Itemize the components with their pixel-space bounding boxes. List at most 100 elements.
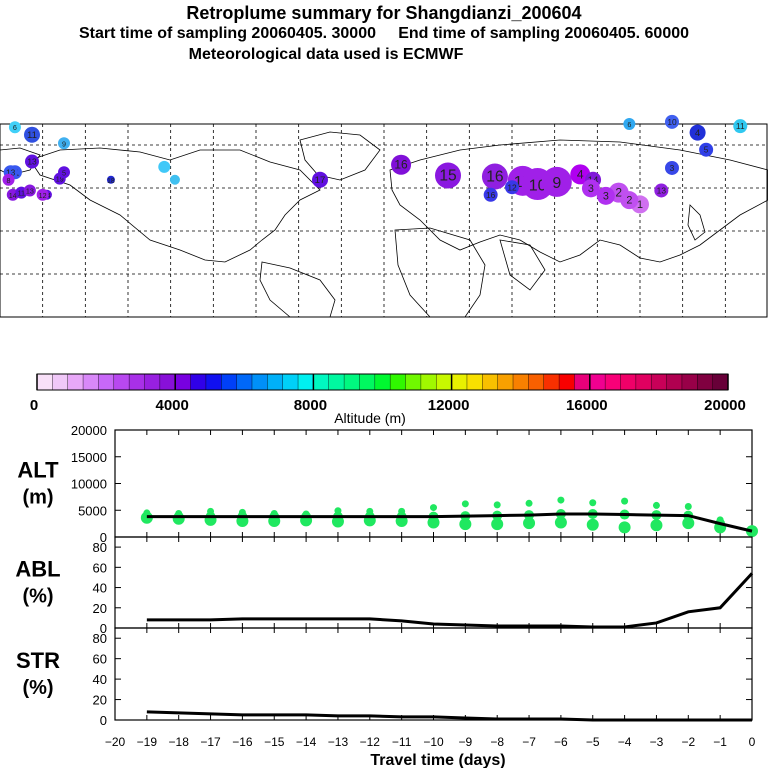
abl-frame — [114, 536, 753, 629]
plume-marker — [58, 166, 70, 179]
plume-marker-label: 2 — [626, 195, 632, 207]
plume-marker-label: 11 — [18, 189, 25, 198]
colorbar-swatch — [344, 374, 360, 390]
y-axis-label: ALT — [17, 458, 59, 483]
alt-point — [684, 503, 692, 511]
colorbar-swatch — [236, 374, 253, 390]
colorbar-swatch — [559, 374, 575, 390]
x-tick-label: −10 — [423, 735, 444, 749]
plume-marker — [581, 179, 600, 198]
colorbar-tick-label: 8000 — [294, 397, 327, 414]
colorbar-swatch — [221, 374, 238, 390]
world-map: 1319111418161715161510941432312131216610… — [0, 114, 768, 318]
x-tick-label: −5 — [586, 735, 600, 749]
colorbar-swatch — [267, 374, 284, 390]
plume-marker — [620, 191, 639, 210]
coastline — [259, 261, 336, 318]
colorbar-swatch — [405, 374, 422, 390]
str-line — [146, 710, 752, 722]
colorbar-swatch — [666, 374, 683, 390]
coastline — [0, 147, 41, 176]
colorbar-swatch — [374, 374, 391, 390]
plume-marker — [24, 126, 40, 143]
colorbar-swatch — [52, 374, 69, 390]
str-frame — [114, 627, 753, 721]
alt-median-line — [146, 512, 753, 533]
x-axis-label: Travel time (days) — [370, 752, 505, 768]
plume-marker-label: 13 — [6, 167, 16, 177]
plume-marker — [169, 174, 180, 185]
colorbar-swatch — [574, 374, 591, 390]
x-tick-label: −4 — [618, 735, 632, 749]
plume-marker-label: 13 — [657, 185, 667, 195]
alt-point — [459, 518, 472, 531]
colorbar-swatch — [98, 374, 115, 390]
y-tick-label: 60 — [93, 652, 107, 667]
colorbar-tick-label: 0 — [30, 397, 38, 414]
colorbar-swatch — [528, 374, 545, 390]
plume-marker — [654, 183, 669, 198]
alt-panel: 0 5000 10000 15000 20000 ALT (m) — [17, 423, 758, 545]
colorbar-swatch — [451, 374, 468, 390]
str-panel: 0 20 40 60 80 STR (%) — [16, 627, 753, 728]
colorbar-swatch — [436, 374, 453, 390]
plume-marker — [106, 175, 115, 184]
plume-marker-label: 4 — [577, 167, 584, 181]
plume-marker-label: 13 — [27, 157, 37, 167]
chart-title: Retroplume summary for Shangdianzi_20060… — [186, 3, 582, 23]
alt-point — [589, 499, 597, 507]
x-tick-label: −1 — [713, 735, 727, 749]
x-axis: −20 −19 −18 −17 −16 −15 −14 −13 −12 −11 −10 −9 −8 −7−… — [105, 735, 756, 768]
colorbar-tick-label: 12000 — [428, 397, 470, 414]
plume-marker-label: 5 — [62, 168, 66, 177]
x-tick-label: −12 — [360, 735, 381, 749]
x-tick-label: −2 — [681, 735, 695, 749]
coastline — [299, 131, 381, 181]
plume-marker — [2, 173, 15, 186]
plume-marker-label: 11 — [27, 130, 37, 141]
y-tick-label: 80 — [93, 540, 107, 555]
plume-marker — [435, 162, 461, 189]
colorbar-swatch — [328, 374, 345, 390]
abl-panel: 0 20 40 60 80 ABL (%) — [15, 536, 754, 636]
plume-marker-label: 14 — [9, 191, 17, 200]
plume-marker-label: 1 — [637, 199, 643, 211]
plume-marker-label: 16 — [486, 190, 496, 200]
y-tick-label: 0 — [100, 530, 107, 545]
x-tick-label: −18 — [169, 735, 190, 749]
plume-marker — [689, 124, 706, 141]
y-tick-label: 0 — [100, 713, 107, 728]
x-tick-label: −7 — [522, 735, 536, 749]
plume-marker — [505, 180, 519, 195]
plume-marker-label: 5 — [704, 145, 709, 155]
x-tick-label: −15 — [264, 735, 285, 749]
y-axis-label: (%) — [22, 677, 53, 699]
colorbar-swatch — [129, 374, 145, 390]
colorbar-swatch — [313, 374, 330, 390]
x-tick-label: −6 — [554, 735, 568, 749]
plume-marker — [483, 187, 498, 202]
plume-marker-label: 9 — [62, 139, 66, 148]
colorbar-swatch — [589, 374, 606, 390]
y-tick-label: 40 — [93, 581, 107, 596]
coastline — [687, 204, 706, 241]
alt-point — [621, 497, 629, 505]
plume-marker — [623, 118, 636, 130]
y-axis-label: (%) — [22, 586, 53, 608]
map-frame — [0, 123, 768, 318]
alt-point — [491, 518, 504, 531]
plume-marker-label: 17 — [315, 175, 326, 186]
colorbar-swatch — [251, 374, 268, 390]
colorbar-swatch — [205, 374, 222, 390]
plume-marker-label: 16 — [394, 158, 408, 172]
plume-marker — [733, 119, 748, 134]
colorbar-swatch — [190, 374, 207, 390]
x-tick-label: −19 — [137, 735, 158, 749]
y-tick-label: 10000 — [71, 477, 107, 492]
plume-marker — [58, 137, 70, 150]
alt-point — [586, 518, 599, 531]
colorbar-swatch — [282, 374, 299, 390]
plume-marker-label: 3 — [603, 190, 609, 202]
x-tick-label: −11 — [392, 735, 412, 749]
x-tick-label: −17 — [200, 735, 221, 749]
